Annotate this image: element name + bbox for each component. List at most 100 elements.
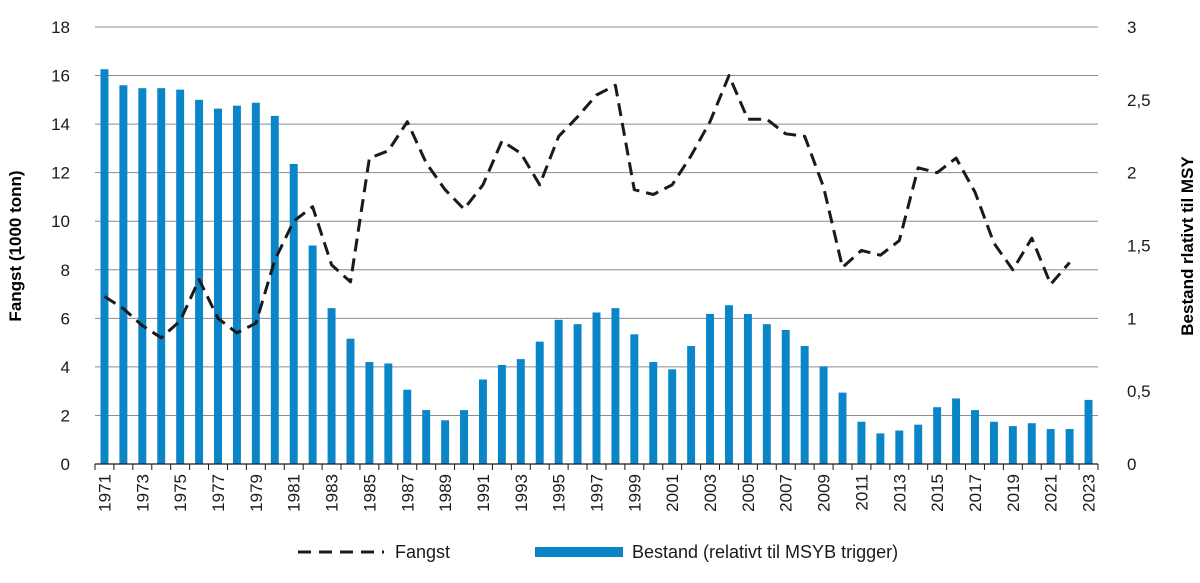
x-tick-label: 1981	[285, 474, 304, 512]
x-tick-label: 2009	[815, 474, 834, 512]
legend-bestand-swatch	[535, 547, 623, 557]
line-series	[103, 74, 1071, 340]
y-left-tick-label: 18	[51, 18, 70, 37]
bar-2014	[914, 424, 923, 464]
y-left-tick-label: 0	[61, 455, 70, 474]
bar-1989	[441, 420, 450, 464]
bar-1972	[119, 85, 128, 465]
y-left-tick-label: 2	[61, 406, 70, 425]
x-tick-label: 1975	[171, 474, 190, 512]
x-tick-label: 2017	[966, 474, 985, 512]
bar-1994	[535, 341, 544, 464]
bar-series	[100, 69, 1093, 465]
x-tick-label: 1979	[247, 474, 266, 512]
bar-1993	[516, 359, 525, 464]
bar-1992	[497, 364, 506, 464]
y-left-tick-label: 14	[51, 115, 70, 134]
x-tick-label: 2023	[1080, 474, 1099, 512]
x-tick-label: 1999	[625, 474, 644, 512]
bar-2002	[687, 346, 696, 464]
x-tick-label: 1977	[209, 474, 228, 512]
x-tick-label: 2003	[701, 474, 720, 512]
bar-1977	[214, 108, 222, 464]
y-right-tick-label: 1,5	[1127, 237, 1151, 256]
y-axis-right-title: Bestand rlativt til MSY	[1178, 156, 1197, 336]
y-left-tick-label: 4	[61, 358, 70, 377]
bar-1981	[289, 163, 298, 464]
bar-1975	[176, 89, 185, 465]
bar-1997	[592, 312, 601, 464]
bar-2021	[1046, 429, 1055, 464]
bar-1982	[308, 245, 317, 464]
bar-1980	[270, 115, 279, 465]
x-tick-label: 2015	[928, 474, 947, 512]
legend-bestand-label: Bestand (relativt til MSYB trigger)	[632, 542, 898, 562]
bar-2010	[838, 392, 847, 464]
bar-2022	[1065, 429, 1074, 464]
x-axis: 1971 1973 1975 1977 1979 1981 1983 1985 1987 1989…	[94, 463, 1099, 512]
x-tick-label: 1983	[323, 474, 342, 512]
x-tick-label: 1993	[512, 474, 531, 512]
x-tick-label: 1973	[133, 474, 152, 512]
x-tick-label: 1989	[436, 474, 455, 512]
bar-1999	[630, 334, 639, 464]
x-tick-label: 2013	[890, 474, 909, 512]
bar-1995	[554, 319, 563, 464]
bar-1971	[100, 69, 109, 464]
x-tick-label: 1987	[398, 474, 417, 512]
bar-2007	[781, 329, 790, 464]
y-axis-left-title: Fangst (1000 tonn)	[6, 170, 25, 321]
bar-1985	[365, 362, 374, 464]
bar-1998	[611, 308, 620, 464]
legend-fangst-label: Fangst	[395, 542, 450, 562]
y-right-tick-label: 3	[1127, 18, 1136, 37]
bar-2017	[971, 410, 979, 464]
y-axis-right: 0 0,5 1 1,5 2 2,5 3	[1127, 18, 1151, 474]
y-right-tick-label: 0	[1127, 455, 1136, 474]
bar-1987	[403, 389, 412, 464]
x-tick-label: 1991	[474, 474, 493, 512]
y-right-tick-label: 0,5	[1127, 382, 1151, 401]
bar-1984	[346, 338, 355, 464]
bar-2004	[724, 305, 733, 464]
y-left-tick-label: 6	[61, 309, 70, 328]
bar-2012	[876, 433, 885, 464]
grid-lines	[95, 26, 1098, 465]
y-left-tick-label: 10	[51, 212, 70, 231]
bar-1990	[460, 410, 469, 464]
x-tick-label: 1995	[550, 474, 569, 512]
bar-1996	[573, 324, 582, 464]
bar-1979	[251, 102, 260, 464]
bar-2000	[649, 362, 658, 464]
bar-2018	[989, 421, 998, 464]
bar-2023	[1084, 399, 1093, 464]
bar-2005	[743, 313, 752, 464]
legend: Fangst Bestand (relativt til MSYB trigge…	[298, 542, 898, 562]
bar-2006	[762, 324, 771, 464]
y-right-tick-label: 2,5	[1127, 91, 1151, 110]
bar-1986	[384, 363, 393, 464]
x-tick-label: 1997	[588, 474, 607, 512]
y-axis-left: 0 2 4 6 8 10 12 14 16 18	[51, 18, 70, 474]
bar-1973	[138, 88, 147, 465]
bar-2011	[857, 421, 866, 464]
y-left-tick-label: 12	[51, 164, 70, 183]
bar-1988	[422, 410, 431, 464]
bar-2003	[706, 313, 715, 464]
y-left-tick-label: 16	[51, 67, 70, 86]
x-tick-label: 1971	[96, 474, 115, 512]
bar-2013	[895, 430, 904, 464]
y-left-tick-label: 8	[61, 261, 70, 280]
bar-1991	[478, 379, 487, 464]
x-tick-label: 2011	[852, 474, 871, 511]
y-right-tick-label: 1	[1127, 309, 1136, 328]
x-tick-label: 2005	[739, 474, 758, 512]
bar-1974	[157, 88, 166, 465]
line-fangst	[103, 74, 1071, 340]
x-tick-label: 1985	[360, 474, 379, 512]
bar-1978	[232, 105, 241, 464]
bar-2016	[952, 398, 961, 464]
bar-2019	[1008, 426, 1017, 464]
x-tick-label: 2019	[1004, 474, 1023, 512]
